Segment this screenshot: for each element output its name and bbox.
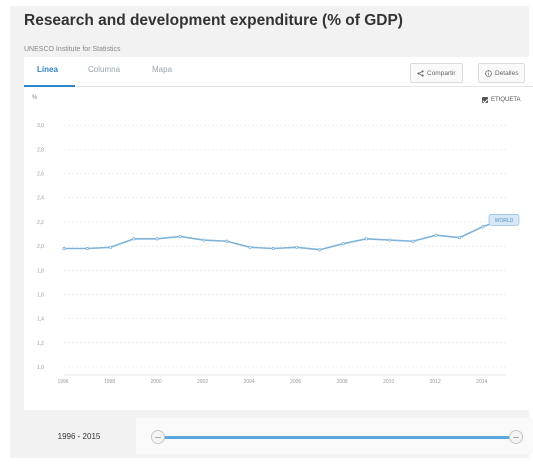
y-tick-label: 1,6 xyxy=(37,292,44,298)
x-tick-label: 2008 xyxy=(337,379,348,385)
gridlines xyxy=(64,124,506,376)
data-point[interactable] xyxy=(178,234,182,239)
y-tick-label: 2,8 xyxy=(37,147,44,153)
source-label: UNESCO Institute for Statistics xyxy=(24,46,121,53)
x-tick-label: 1998 xyxy=(104,379,115,385)
data-point[interactable] xyxy=(108,245,113,249)
data-point[interactable] xyxy=(85,246,89,251)
x-tick-label: 2004 xyxy=(244,379,255,385)
range-footer: 1996 - 2015 xyxy=(24,418,533,454)
page-title: Research and development expenditure (% … xyxy=(24,12,403,29)
range-slider[interactable] xyxy=(136,418,533,454)
y-axis-unit: % xyxy=(32,95,38,101)
y-tick-label: 2,0 xyxy=(37,244,44,250)
data-point[interactable] xyxy=(481,225,485,229)
series-label-tag xyxy=(488,213,520,226)
y-tick-label: 2,6 xyxy=(37,172,44,178)
slider-handle-start[interactable] xyxy=(151,430,165,444)
data-point[interactable] xyxy=(295,245,299,249)
data-point[interactable] xyxy=(155,237,159,241)
chart-card: Línea Columna Mapa Compartir Detalles % … xyxy=(24,57,533,410)
details-label: Detalles xyxy=(495,69,519,77)
share-button[interactable]: Compartir xyxy=(410,63,463,83)
data-point[interactable] xyxy=(62,246,66,251)
y-tick-label: 1,8 xyxy=(37,268,44,274)
details-button[interactable]: Detalles xyxy=(478,63,526,83)
tab-map[interactable]: Mapa xyxy=(152,65,173,74)
active-tab-indicator xyxy=(24,85,75,87)
y-tick-label: 2,4 xyxy=(37,196,44,202)
y-tick-label: 1,2 xyxy=(37,341,44,347)
share-icon xyxy=(417,69,424,77)
y-tick-label: 1,4 xyxy=(37,317,44,323)
checkbox-icon[interactable] xyxy=(482,97,488,103)
x-tick-label: 2012 xyxy=(430,379,441,385)
data-point[interactable] xyxy=(248,245,252,249)
axis-ticks: 1,0 1,2 1,4 1,6 1,8 2,0 2,2 2,4 2,6 2,8 3,0 1996 199… xyxy=(37,123,488,385)
data-point[interactable] xyxy=(132,237,136,241)
tab-column[interactable]: Columna xyxy=(88,65,121,74)
data-point[interactable] xyxy=(341,242,345,246)
y-tick-label: 1,0 xyxy=(37,365,44,371)
label-toggle-text: ETIQUETA xyxy=(491,97,521,103)
y-tick-label: 3,0 xyxy=(37,123,44,129)
series-layer: WORLD xyxy=(62,213,520,252)
view-tabs: Línea Columna Mapa Compartir Detalles xyxy=(24,57,533,87)
data-point[interactable] xyxy=(201,238,206,242)
x-tick-label: 2010 xyxy=(383,379,394,385)
data-point[interactable] xyxy=(457,236,462,240)
data-point[interactable] xyxy=(364,237,369,241)
x-tick-label: 2014 xyxy=(476,379,487,385)
tab-line[interactable]: Línea xyxy=(37,65,58,74)
series-line-world xyxy=(64,217,507,251)
data-point[interactable] xyxy=(318,248,322,252)
share-label: Compartir xyxy=(427,69,456,77)
x-tick-label: 2006 xyxy=(290,379,301,385)
slider-track[interactable] xyxy=(158,436,516,439)
data-point[interactable] xyxy=(271,246,275,251)
x-tick-label: 2002 xyxy=(197,379,208,385)
data-point[interactable] xyxy=(434,233,438,237)
info-icon xyxy=(485,69,492,77)
y-tick-label: 2,2 xyxy=(37,220,44,226)
series-label-text: WORLD xyxy=(495,218,514,224)
range-label: 1996 - 2015 xyxy=(24,418,134,454)
data-point[interactable] xyxy=(225,239,229,243)
label-toggle[interactable]: ETIQUETA xyxy=(482,97,521,103)
data-point[interactable] xyxy=(388,238,392,242)
data-point[interactable] xyxy=(411,239,415,243)
slider-handle-end[interactable] xyxy=(509,430,523,444)
x-tick-label: 1996 xyxy=(57,379,68,385)
x-tick-label: 2000 xyxy=(150,379,161,385)
